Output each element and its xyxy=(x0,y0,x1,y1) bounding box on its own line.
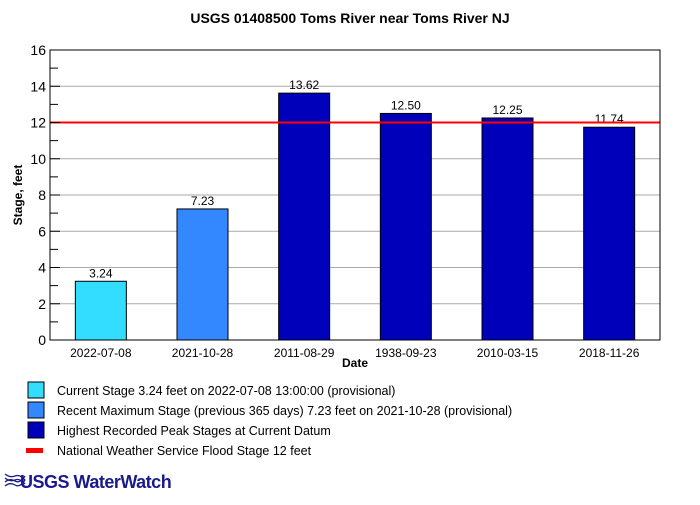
legend-label: Current Stage 3.24 feet on 2022-07-08 13… xyxy=(57,384,395,398)
bar-value-label: 12.25 xyxy=(492,103,522,117)
x-tick-label: 2010-03-15 xyxy=(477,346,539,360)
chart-title: USGS 01408500 Toms River near Toms River… xyxy=(190,10,509,26)
logo-text: USGS WaterWatch xyxy=(20,472,171,492)
usgs-waterwatch-logo: USGS WaterWatch xyxy=(4,472,172,492)
bar xyxy=(583,126,636,341)
bar xyxy=(74,280,127,341)
legend-swatch xyxy=(27,421,45,439)
plot-frame xyxy=(49,49,661,341)
legend-label: National Weather Service Flood Stage 12 … xyxy=(57,444,312,458)
x-axis-label: Date xyxy=(342,356,368,370)
legend-label: Recent Maximum Stage (previous 365 days)… xyxy=(57,404,512,418)
y-tick-label: 0 xyxy=(38,332,46,348)
x-tick-label: 2022-07-08 xyxy=(70,346,132,360)
bar-value-label: 12.50 xyxy=(391,98,421,112)
legend-label: Highest Recorded Peak Stages at Current … xyxy=(57,424,331,438)
bar-value-label: 7.23 xyxy=(191,194,215,208)
bar-value-label: 13.62 xyxy=(289,78,319,92)
bar xyxy=(379,112,432,341)
legend-line-swatch xyxy=(26,448,43,453)
y-tick-label: 12 xyxy=(30,115,46,131)
y-tick-label: 10 xyxy=(30,151,46,167)
bar-value-label: 3.24 xyxy=(89,266,113,280)
x-tick-label: 1938-09-23 xyxy=(375,346,437,360)
bar xyxy=(278,92,331,341)
y-axis-label: Stage, feet xyxy=(11,165,25,226)
y-tick-label: 4 xyxy=(38,260,46,276)
y-tick-label: 8 xyxy=(38,187,46,203)
bar-value-label: 11.74 xyxy=(595,112,624,126)
legend-swatch xyxy=(27,381,45,399)
legend-swatch xyxy=(27,401,45,419)
x-tick-label: 2018-11-26 xyxy=(579,346,640,360)
x-tick-label: 2011-08-29 xyxy=(274,346,335,360)
y-tick-label: 6 xyxy=(38,223,46,239)
bar xyxy=(176,208,229,341)
y-tick-label: 14 xyxy=(30,78,46,94)
y-tick-label: 2 xyxy=(38,296,46,312)
legend: Current Stage 3.24 feet on 2022-07-08 13… xyxy=(26,381,512,458)
usgs-wave-icon xyxy=(4,473,26,487)
x-tick-label: 2021-10-28 xyxy=(172,346,234,360)
y-tick-label: 16 xyxy=(30,42,46,58)
bar xyxy=(481,117,534,341)
